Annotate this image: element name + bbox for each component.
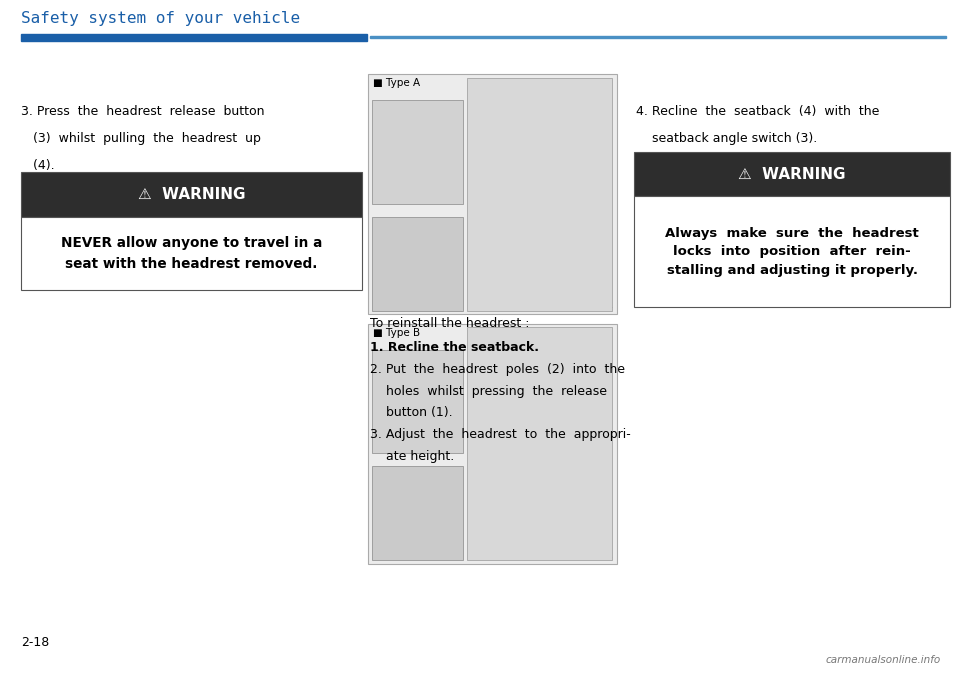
Bar [372, 466, 463, 560]
Text: ate height.: ate height. [370, 450, 454, 462]
Bar [634, 152, 950, 196]
Text: Always  make  sure  the  headrest
locks  into  position  after  rein-
stalling a: Always make sure the headrest locks into… [665, 227, 919, 277]
Bar [372, 100, 463, 204]
Bar [634, 196, 950, 307]
Text: holes  whilst  pressing  the  release: holes whilst pressing the release [370, 385, 607, 398]
Text: ⚠  WARNING: ⚠ WARNING [138, 187, 245, 202]
Text: carmanualsonline.info: carmanualsonline.info [826, 655, 941, 665]
Text: 4. Recline  the  seatback  (4)  with  the: 4. Recline the seatback (4) with the [636, 105, 879, 117]
Text: NEVER allow anyone to travel in a
seat with the headrest removed.: NEVER allow anyone to travel in a seat w… [60, 236, 323, 271]
Bar [372, 217, 463, 310]
Bar [21, 172, 362, 217]
Bar [370, 36, 946, 38]
Bar [368, 324, 617, 564]
Bar [21, 217, 362, 290]
Text: OLF034013R: OLF034013R [556, 301, 613, 310]
Text: 1. Recline the seatback.: 1. Recline the seatback. [370, 341, 539, 354]
Bar [468, 327, 612, 560]
Text: ⚠  WARNING: ⚠ WARNING [738, 167, 846, 182]
Text: ■ Type B: ■ Type B [373, 328, 420, 338]
Text: 2. Put  the  headrest  poles  (2)  into  the: 2. Put the headrest poles (2) into the [370, 363, 625, 376]
Bar [368, 74, 617, 314]
Text: 2-18: 2-18 [21, 637, 49, 649]
Bar [468, 78, 612, 310]
Text: ■ Type A: ■ Type A [373, 78, 420, 88]
Text: 3. Press  the  headrest  release  button: 3. Press the headrest release button [21, 105, 265, 117]
Text: OLF034014R: OLF034014R [556, 551, 613, 560]
Text: button (1).: button (1). [370, 406, 452, 419]
Text: To reinstall the headrest :: To reinstall the headrest : [370, 317, 529, 330]
Text: Safety system of your vehicle: Safety system of your vehicle [21, 11, 300, 26]
Text: 3. Adjust  the  headrest  to  the  appropri-: 3. Adjust the headrest to the appropri- [370, 428, 631, 441]
Text: seatback angle switch (3).: seatback angle switch (3). [636, 132, 817, 144]
Text: (4).: (4). [21, 159, 55, 171]
Bar [21, 34, 367, 40]
Text: (3)  whilst  pulling  the  headrest  up: (3) whilst pulling the headrest up [21, 132, 261, 144]
Bar [372, 350, 463, 454]
